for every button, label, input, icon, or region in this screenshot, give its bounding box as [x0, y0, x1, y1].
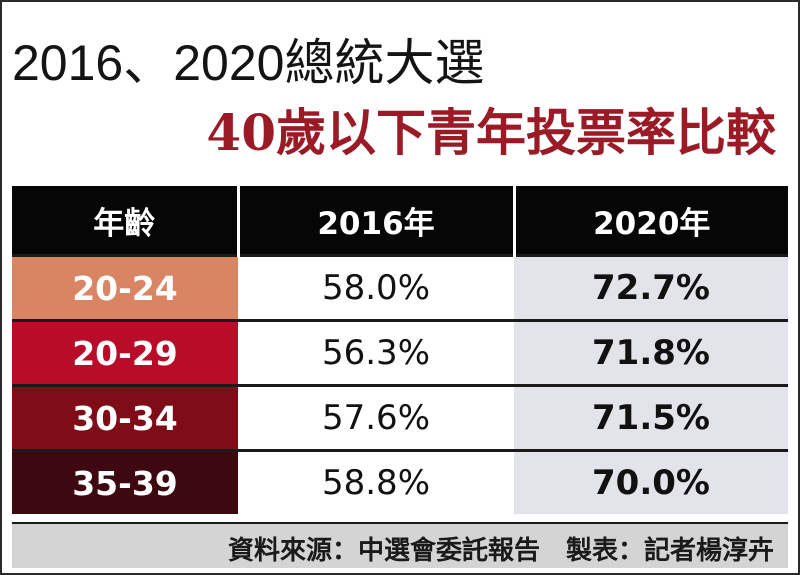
column-header-2020: 2020年 — [512, 186, 788, 256]
turnout-2020-cell: 71.8% — [514, 319, 788, 386]
source-credit: 資料來源：中選會委託報告 製表：記者楊淳卉 — [227, 536, 774, 566]
chart-subtitle: 40歲以下青年投票率比較 — [206, 103, 776, 162]
chart-title: 2016、2020總統大選 — [12, 35, 485, 91]
table-header-row: 年齡 2016年 2020年 — [12, 186, 788, 256]
turnout-2016-cell: 56.3% — [238, 319, 514, 386]
table-row: 20-24 58.0% 72.7% — [12, 254, 788, 321]
turnout-2016-cell: 57.6% — [238, 384, 514, 451]
source-footer: 資料來源：中選會委託報告 製表：記者楊淳卉 — [12, 522, 788, 568]
turnout-table: 年齡 2016年 2020年 20-24 58.0% 72.7% 20-29 5… — [12, 186, 788, 514]
table-row: 20-29 56.3% 71.8% — [12, 319, 788, 386]
turnout-2020-cell: 70.0% — [514, 449, 788, 514]
age-group-cell: 20-24 — [12, 254, 238, 321]
turnout-2016-cell: 58.0% — [238, 254, 514, 321]
turnout-2020-cell: 72.7% — [514, 254, 788, 321]
column-header-age: 年齡 — [12, 186, 238, 256]
turnout-2016-cell: 58.8% — [238, 449, 514, 514]
turnout-2020-cell: 71.5% — [514, 384, 788, 451]
age-group-cell: 35-39 — [12, 449, 238, 514]
age-group-cell: 20-29 — [12, 319, 238, 386]
age-group-cell: 30-34 — [12, 384, 238, 451]
table-row: 30-34 57.6% 71.5% — [12, 384, 788, 451]
column-header-2016: 2016年 — [236, 186, 514, 256]
table-row: 35-39 58.8% 70.0% — [12, 449, 788, 514]
